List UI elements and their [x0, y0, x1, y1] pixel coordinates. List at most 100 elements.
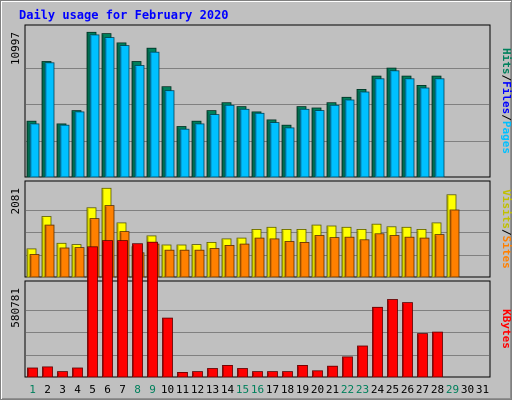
bar-kbytes-day-3: [57, 371, 68, 378]
bar-kbytes-day-22: [342, 356, 353, 378]
bar-kbytes-day-10: [162, 317, 173, 378]
x-tick-label-4: 4: [74, 383, 81, 396]
bar-kbytes-day-20: [312, 370, 323, 378]
bar-kbytes-day-11: [177, 371, 188, 378]
x-tick-label-22: 22: [341, 383, 354, 396]
bar-files-day-20: [314, 110, 325, 178]
chart-title: Daily usage for February 2020: [19, 8, 229, 22]
x-tick-label-14: 14: [221, 383, 235, 396]
bar-kbytes-day-6: [102, 240, 113, 378]
legend-files-label: Files: [500, 81, 512, 114]
x-tick-label-25: 25: [386, 383, 399, 396]
x-tick-label-17: 17: [266, 383, 279, 396]
bar-sites-day-27: [419, 237, 430, 278]
x-tick-label-19: 19: [296, 383, 309, 396]
bar-kbytes-day-9: [147, 241, 158, 378]
x-tick-label-24: 24: [371, 383, 385, 396]
x-tick-label-7: 7: [119, 383, 126, 396]
bar-sites-day-24: [374, 233, 385, 278]
series-axis-label: Hits/Files/Pages: [500, 48, 512, 154]
bar-kbytes-day-8: [132, 243, 143, 378]
bar-sites-day-14: [224, 244, 235, 278]
bar-sites-day-3: [59, 247, 70, 278]
bar-kbytes-day-26: [402, 302, 413, 378]
bar-kbytes-day-4: [72, 367, 83, 378]
bar-files-day-10: [164, 90, 175, 178]
bar-kbytes-day-2: [42, 366, 53, 378]
series-axis-label: Visits/Sites: [500, 189, 512, 269]
bar-kbytes-day-19: [297, 364, 308, 378]
bar-kbytes-day-24: [372, 306, 383, 378]
bar-sites-day-10: [164, 249, 175, 278]
bar-sites-day-13: [209, 248, 220, 278]
x-tick-label-29: 29: [446, 383, 459, 396]
bar-sites-day-20: [314, 235, 325, 278]
bar-sites-day-28: [434, 234, 445, 278]
bar-files-day-25: [389, 70, 400, 178]
bar-kbytes-day-25: [387, 299, 398, 378]
x-tick-label-5: 5: [89, 383, 96, 396]
bar-sites-day-26: [404, 236, 415, 278]
x-tick-label-31: 31: [476, 383, 489, 396]
bar-kbytes-day-7: [117, 240, 128, 378]
bar-files-day-14: [224, 104, 235, 178]
bar-sites-day-12: [194, 249, 205, 278]
bar-kbytes-day-14: [222, 364, 233, 378]
bar-sites-day-16: [254, 237, 265, 278]
bar-sites-day-2: [44, 224, 55, 278]
bar-kbytes-day-13: [207, 368, 218, 378]
x-tick-label-26: 26: [401, 383, 414, 396]
x-tick-label-15: 15: [236, 383, 249, 396]
bar-files-day-16: [254, 112, 265, 178]
legend-sites-label: Sites: [500, 236, 512, 269]
bar-files-day-9: [149, 51, 160, 178]
bar-kbytes-day-17: [267, 371, 278, 378]
bar-kbytes-day-5: [87, 246, 98, 378]
bar-files-day-23: [359, 91, 370, 178]
series-axis-label: KBytes: [500, 309, 512, 349]
bar-files-day-1: [29, 123, 40, 178]
bar-files-day-15: [239, 108, 250, 178]
x-tick-label-30: 30: [461, 383, 474, 396]
legend--label: /: [500, 229, 512, 236]
bar-files-day-12: [194, 123, 205, 178]
x-tick-label-13: 13: [206, 383, 219, 396]
bar-files-day-3: [59, 124, 70, 178]
bar-kbytes-day-27: [417, 333, 428, 378]
x-tick-label-27: 27: [416, 383, 429, 396]
y-max-label: 580781: [9, 288, 22, 328]
x-tick-label-12: 12: [191, 383, 204, 396]
y-max-label: 2081: [9, 188, 22, 215]
bar-files-day-17: [269, 122, 280, 178]
bar-sites-day-1: [29, 254, 40, 278]
bar-sites-day-17: [269, 238, 280, 278]
bar-files-day-13: [209, 114, 220, 178]
bar-kbytes-day-18: [282, 371, 293, 378]
bar-files-day-24: [374, 78, 385, 178]
bar-files-day-6: [104, 37, 115, 178]
x-tick-label-10: 10: [161, 383, 174, 396]
bar-files-day-19: [299, 108, 310, 178]
x-tick-label-11: 11: [176, 383, 189, 396]
bar-sites-day-18: [284, 241, 295, 278]
bar-files-day-2: [44, 62, 55, 178]
x-tick-label-1: 1: [29, 383, 36, 396]
bar-kbytes-day-23: [357, 345, 368, 378]
bar-sites-day-23: [359, 239, 370, 278]
legend-hits-label: Hits: [500, 48, 512, 75]
bar-sites-day-29: [449, 209, 460, 278]
bar-sites-day-22: [344, 236, 355, 278]
bar-kbytes-day-1: [27, 367, 38, 378]
x-tick-label-9: 9: [149, 383, 156, 396]
y-max-label: 10997: [9, 32, 22, 65]
x-tick-label-2: 2: [44, 383, 51, 396]
x-tick-label-3: 3: [59, 383, 66, 396]
x-tick-label-6: 6: [104, 383, 111, 396]
legend-visits-label: Visits: [500, 189, 512, 229]
bar-files-day-11: [179, 128, 190, 178]
bar-files-day-5: [89, 34, 100, 178]
bar-files-day-7: [119, 45, 130, 178]
bar-kbytes-day-21: [327, 365, 338, 378]
bar-files-day-27: [419, 87, 430, 178]
